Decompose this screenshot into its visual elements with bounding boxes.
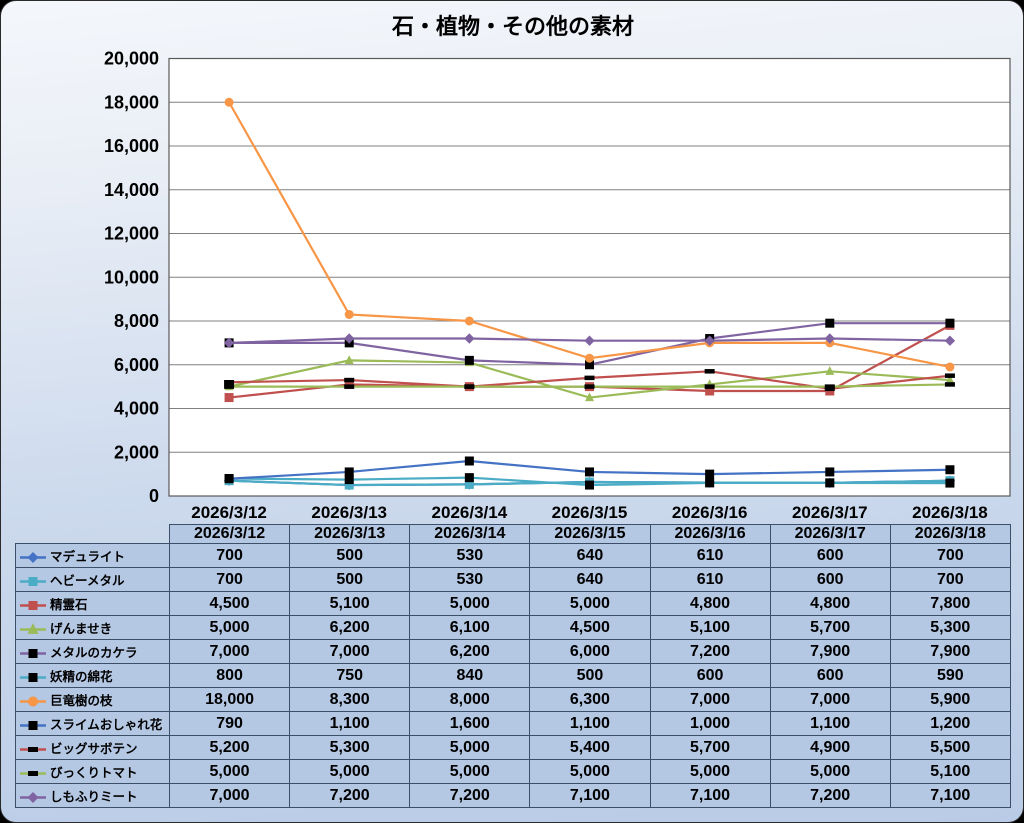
svg-text:4,000: 4,000 <box>114 399 159 419</box>
svg-text:0: 0 <box>149 486 159 506</box>
svg-text:16,000: 16,000 <box>104 136 159 156</box>
svg-text:6,000: 6,000 <box>114 355 159 375</box>
svg-text:8,000: 8,000 <box>114 311 159 331</box>
svg-text:2026/3/13: 2026/3/13 <box>311 503 387 522</box>
svg-text:12,000: 12,000 <box>104 224 159 244</box>
svg-text:2026/3/18: 2026/3/18 <box>912 503 988 522</box>
svg-text:2026/3/12: 2026/3/12 <box>191 503 267 522</box>
svg-text:18,000: 18,000 <box>104 92 159 112</box>
svg-text:14,000: 14,000 <box>104 180 159 200</box>
svg-text:2026/3/17: 2026/3/17 <box>792 503 868 522</box>
svg-text:2026/3/16: 2026/3/16 <box>672 503 748 522</box>
svg-text:20,000: 20,000 <box>104 49 159 69</box>
svg-text:10,000: 10,000 <box>104 267 159 287</box>
svg-text:2,000: 2,000 <box>114 442 159 462</box>
svg-text:2026/3/14: 2026/3/14 <box>432 503 508 522</box>
svg-text:2026/3/15: 2026/3/15 <box>552 503 628 522</box>
